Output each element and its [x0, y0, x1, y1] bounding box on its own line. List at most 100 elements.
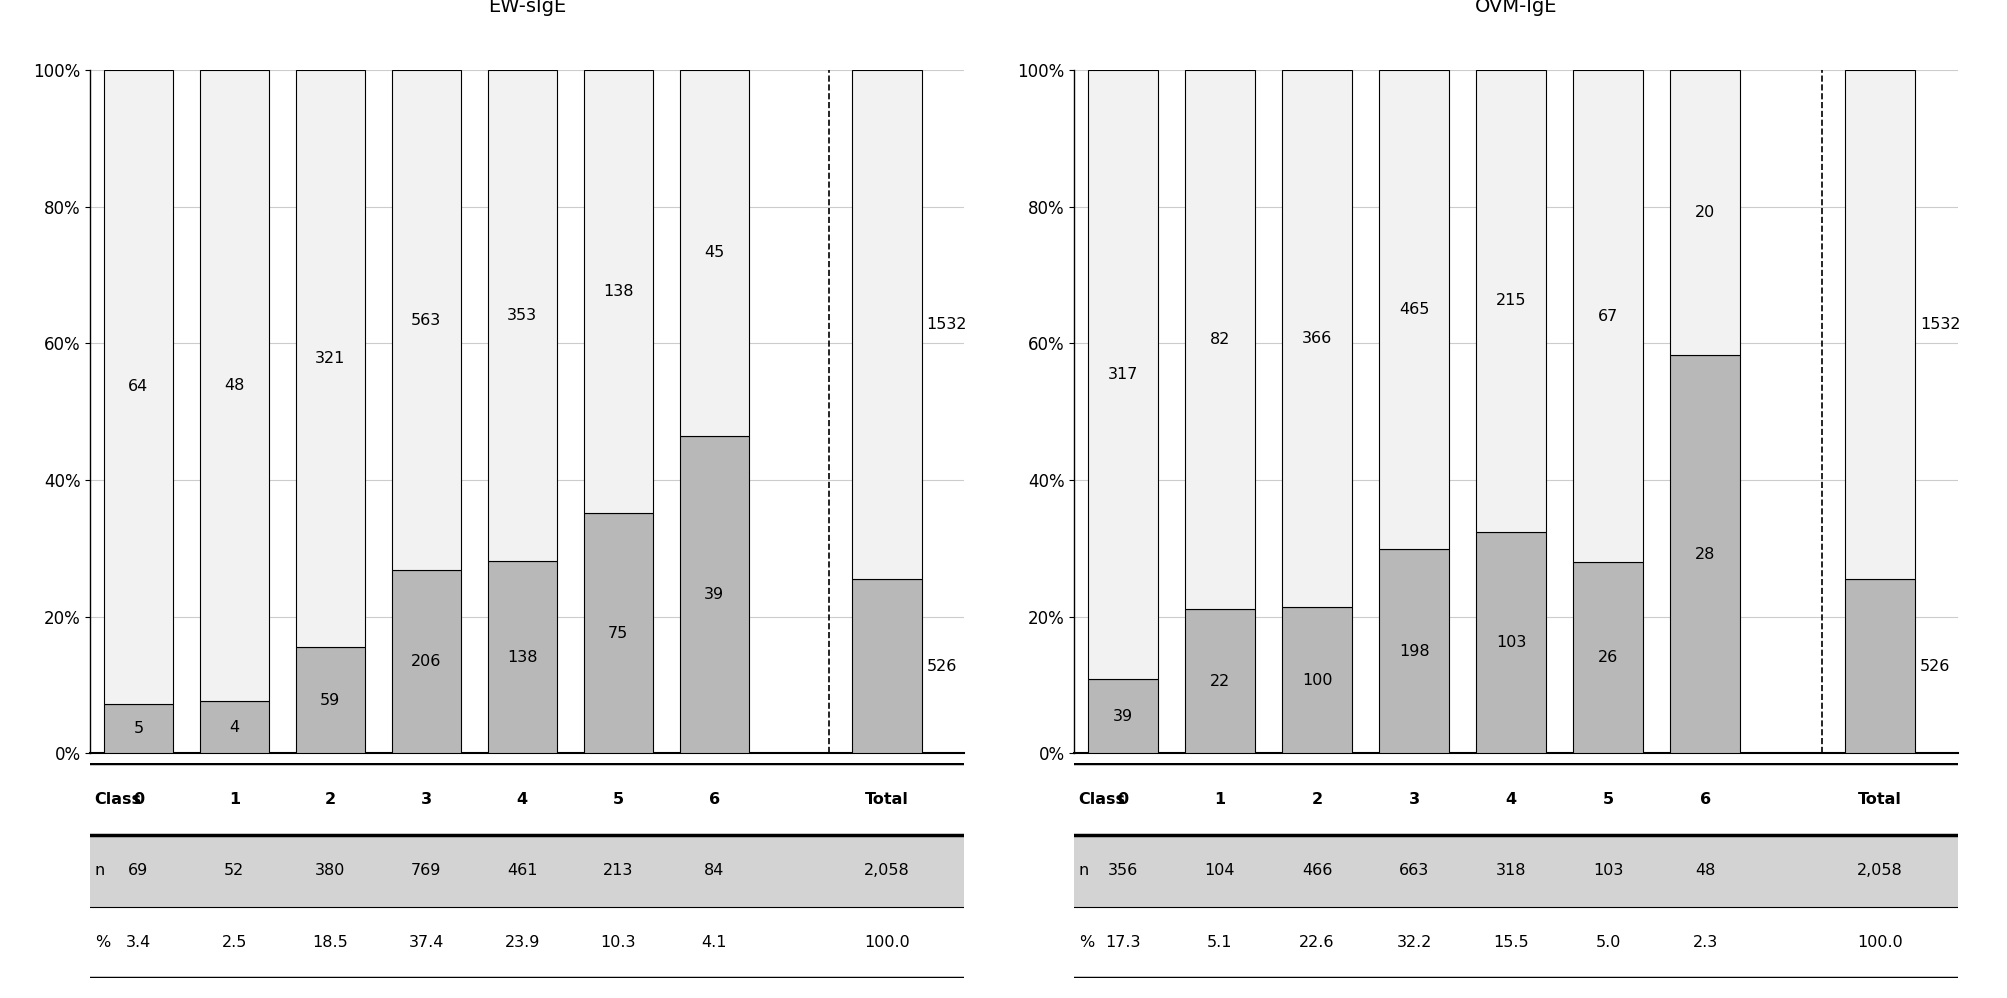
- Text: 461: 461: [508, 863, 538, 878]
- Text: Total: Total: [1856, 791, 1901, 806]
- Bar: [1475, 532, 1545, 753]
- Bar: [1573, 70, 1642, 562]
- Bar: [1280, 70, 1351, 607]
- Bar: [295, 648, 365, 753]
- Text: 20: 20: [1694, 205, 1714, 220]
- Text: 138: 138: [602, 283, 634, 298]
- Title: OVM-IgE: OVM-IgE: [1473, 0, 1557, 16]
- Text: 22.6: 22.6: [1299, 935, 1335, 950]
- Text: 100: 100: [1301, 673, 1331, 688]
- Bar: [104, 70, 173, 704]
- Text: 10.3: 10.3: [600, 935, 636, 950]
- Text: 45: 45: [704, 246, 725, 260]
- Text: 3: 3: [1407, 791, 1419, 806]
- Text: 2: 2: [325, 791, 335, 806]
- Bar: [1074, 763, 1957, 835]
- Text: Class: Class: [94, 791, 142, 806]
- Text: 2.5: 2.5: [221, 935, 247, 950]
- Text: 6: 6: [708, 791, 719, 806]
- Bar: [90, 906, 963, 978]
- Text: 5: 5: [132, 722, 142, 737]
- Text: 52: 52: [225, 863, 245, 878]
- Text: 317: 317: [1108, 366, 1138, 381]
- Text: 6: 6: [1700, 791, 1710, 806]
- Bar: [391, 571, 462, 753]
- Bar: [488, 70, 556, 561]
- Text: 18.5: 18.5: [313, 935, 347, 950]
- Bar: [1844, 579, 1915, 753]
- Bar: [1074, 906, 1957, 978]
- Bar: [1184, 609, 1254, 753]
- Text: 48: 48: [1694, 863, 1714, 878]
- Text: 366: 366: [1301, 330, 1331, 346]
- Text: 15.5: 15.5: [1493, 935, 1527, 950]
- Text: Total: Total: [865, 791, 909, 806]
- Text: 100.0: 100.0: [1856, 935, 1903, 950]
- Text: 1: 1: [1214, 791, 1224, 806]
- Bar: [1844, 70, 1915, 579]
- Text: 206: 206: [411, 655, 442, 670]
- Bar: [488, 561, 556, 753]
- Text: 103: 103: [1592, 863, 1622, 878]
- Text: 198: 198: [1399, 644, 1429, 659]
- Text: 356: 356: [1108, 863, 1138, 878]
- Text: 466: 466: [1301, 863, 1331, 878]
- Bar: [1670, 354, 1740, 753]
- Text: 17.3: 17.3: [1104, 935, 1140, 950]
- Text: 526: 526: [925, 659, 955, 674]
- Bar: [584, 70, 652, 513]
- Bar: [1379, 549, 1449, 753]
- Bar: [1280, 607, 1351, 753]
- Text: 104: 104: [1204, 863, 1234, 878]
- Title: EW-sIgE: EW-sIgE: [488, 0, 566, 16]
- Bar: [104, 704, 173, 753]
- Bar: [1088, 679, 1158, 753]
- Bar: [391, 70, 462, 571]
- Text: %: %: [94, 935, 110, 950]
- Text: 48: 48: [225, 378, 245, 393]
- Bar: [1184, 70, 1254, 609]
- Text: 4.1: 4.1: [700, 935, 727, 950]
- Text: 37.4: 37.4: [407, 935, 444, 950]
- Text: 4: 4: [1505, 791, 1515, 806]
- Text: 138: 138: [508, 650, 538, 665]
- Text: 5: 5: [1602, 791, 1614, 806]
- Bar: [680, 436, 749, 753]
- Text: 0: 0: [1116, 791, 1128, 806]
- Text: 2,058: 2,058: [863, 863, 909, 878]
- Text: 67: 67: [1598, 308, 1618, 323]
- Text: 69: 69: [128, 863, 149, 878]
- Text: 563: 563: [411, 312, 442, 327]
- Bar: [90, 835, 963, 906]
- Bar: [90, 763, 963, 835]
- Bar: [1670, 70, 1740, 354]
- Text: 4: 4: [516, 791, 528, 806]
- Text: 4: 4: [229, 720, 239, 735]
- Bar: [680, 70, 749, 436]
- Text: 465: 465: [1399, 302, 1429, 317]
- Text: 321: 321: [315, 351, 345, 366]
- Text: 2: 2: [1311, 791, 1323, 806]
- Bar: [295, 70, 365, 648]
- Bar: [1074, 835, 1957, 906]
- Bar: [584, 513, 652, 753]
- Text: 32.2: 32.2: [1395, 935, 1431, 950]
- Text: 1532: 1532: [1919, 316, 1959, 331]
- Text: 22: 22: [1208, 674, 1230, 689]
- Text: 64: 64: [128, 379, 149, 394]
- Text: 353: 353: [508, 308, 538, 323]
- Text: 84: 84: [704, 863, 725, 878]
- Text: 318: 318: [1495, 863, 1525, 878]
- Bar: [1573, 562, 1642, 753]
- Bar: [853, 579, 921, 753]
- Text: 26: 26: [1598, 651, 1618, 666]
- Text: 5.0: 5.0: [1596, 935, 1620, 950]
- Text: 663: 663: [1399, 863, 1429, 878]
- Text: 2.3: 2.3: [1692, 935, 1718, 950]
- Bar: [1088, 70, 1158, 679]
- Text: Class: Class: [1078, 791, 1126, 806]
- Text: 3: 3: [421, 791, 432, 806]
- Text: 28: 28: [1694, 547, 1714, 562]
- Bar: [1379, 70, 1449, 549]
- Text: 380: 380: [315, 863, 345, 878]
